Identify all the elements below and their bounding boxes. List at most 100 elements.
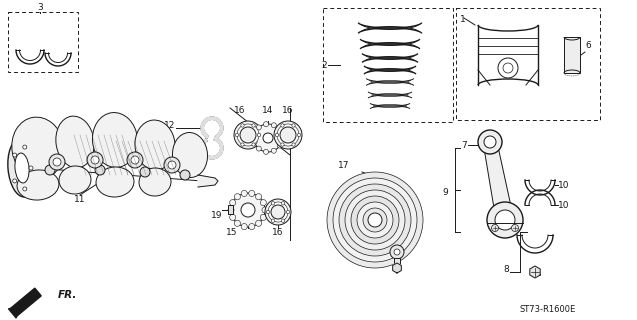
Circle shape xyxy=(282,202,285,205)
Circle shape xyxy=(180,170,190,180)
Circle shape xyxy=(261,200,266,206)
Bar xyxy=(564,37,580,73)
Circle shape xyxy=(241,143,244,146)
Circle shape xyxy=(228,207,234,213)
Circle shape xyxy=(13,179,17,183)
Polygon shape xyxy=(8,307,20,318)
Circle shape xyxy=(241,223,247,230)
Circle shape xyxy=(29,166,33,170)
Text: 15: 15 xyxy=(226,228,238,237)
Circle shape xyxy=(229,200,236,206)
Circle shape xyxy=(333,178,417,262)
Circle shape xyxy=(235,133,239,137)
Text: 12: 12 xyxy=(164,121,175,130)
Circle shape xyxy=(256,125,261,130)
Circle shape xyxy=(231,193,265,227)
Circle shape xyxy=(252,132,257,137)
Circle shape xyxy=(487,202,523,238)
Circle shape xyxy=(363,208,387,232)
Circle shape xyxy=(390,245,404,259)
Circle shape xyxy=(45,165,55,175)
Circle shape xyxy=(265,199,291,225)
Circle shape xyxy=(351,196,399,244)
Circle shape xyxy=(240,127,256,143)
Circle shape xyxy=(248,190,255,196)
Circle shape xyxy=(127,152,143,168)
Text: 7: 7 xyxy=(461,140,467,149)
Ellipse shape xyxy=(59,166,91,194)
Circle shape xyxy=(264,149,269,154)
Ellipse shape xyxy=(8,139,36,197)
Circle shape xyxy=(292,143,295,146)
Circle shape xyxy=(254,124,282,152)
Circle shape xyxy=(131,156,139,164)
Circle shape xyxy=(164,157,180,173)
Circle shape xyxy=(345,190,405,250)
Circle shape xyxy=(263,133,273,143)
Circle shape xyxy=(252,124,255,127)
Circle shape xyxy=(277,128,282,133)
Circle shape xyxy=(268,202,288,222)
Text: 10: 10 xyxy=(558,201,569,210)
Circle shape xyxy=(252,143,255,146)
Circle shape xyxy=(252,140,257,144)
Text: 14: 14 xyxy=(262,106,274,115)
Circle shape xyxy=(256,146,261,151)
Circle shape xyxy=(261,214,266,220)
Circle shape xyxy=(503,63,513,73)
Text: 2: 2 xyxy=(322,60,327,69)
Circle shape xyxy=(286,210,290,214)
Circle shape xyxy=(91,156,99,164)
Ellipse shape xyxy=(15,153,29,183)
Polygon shape xyxy=(483,142,514,220)
Text: 16: 16 xyxy=(272,228,283,237)
Circle shape xyxy=(274,121,302,149)
Text: 13: 13 xyxy=(164,139,175,148)
Circle shape xyxy=(495,210,515,230)
Circle shape xyxy=(357,202,393,238)
Text: 18: 18 xyxy=(362,224,374,233)
Circle shape xyxy=(292,124,295,127)
Circle shape xyxy=(394,249,400,255)
Ellipse shape xyxy=(17,170,59,200)
Circle shape xyxy=(297,133,301,137)
Polygon shape xyxy=(198,175,218,187)
Text: 10: 10 xyxy=(558,180,569,189)
Circle shape xyxy=(234,194,240,200)
Text: 16: 16 xyxy=(282,106,294,115)
Circle shape xyxy=(282,219,285,222)
Circle shape xyxy=(49,154,65,170)
Circle shape xyxy=(13,153,17,157)
Circle shape xyxy=(277,124,299,146)
Circle shape xyxy=(281,143,284,146)
Circle shape xyxy=(241,124,244,127)
Polygon shape xyxy=(201,117,223,138)
Text: 6: 6 xyxy=(585,41,590,50)
Ellipse shape xyxy=(12,117,64,179)
Circle shape xyxy=(277,143,282,148)
Circle shape xyxy=(234,220,240,226)
Circle shape xyxy=(484,136,496,148)
Text: 17: 17 xyxy=(338,161,350,170)
Circle shape xyxy=(478,130,502,154)
Circle shape xyxy=(140,167,150,177)
Circle shape xyxy=(281,124,284,127)
Ellipse shape xyxy=(135,120,175,170)
Circle shape xyxy=(257,133,261,137)
Circle shape xyxy=(168,161,176,169)
Circle shape xyxy=(229,214,236,220)
Circle shape xyxy=(512,225,519,231)
Text: FR.: FR. xyxy=(58,290,77,300)
Circle shape xyxy=(271,123,276,128)
Circle shape xyxy=(255,194,262,200)
Bar xyxy=(8,12,78,72)
Text: 8: 8 xyxy=(503,266,509,275)
Ellipse shape xyxy=(173,132,208,178)
Text: ST73-R1600E: ST73-R1600E xyxy=(520,306,576,315)
Bar xyxy=(228,205,233,214)
Circle shape xyxy=(271,202,275,205)
Circle shape xyxy=(271,148,276,153)
Circle shape xyxy=(23,187,27,191)
Circle shape xyxy=(275,133,278,137)
Circle shape xyxy=(255,220,262,226)
